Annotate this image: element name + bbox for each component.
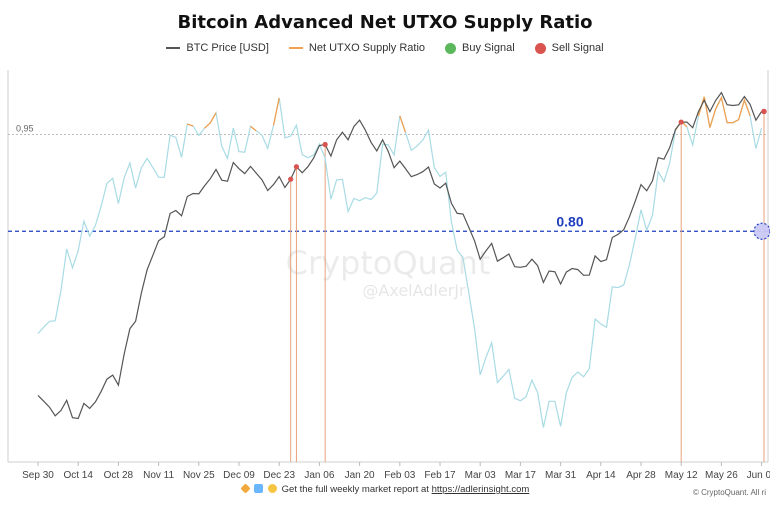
- sell-signal-dot-2: [322, 141, 328, 148]
- net-utxo-high-segment-4: [399, 115, 407, 133]
- net-utxo-high-segment-2: [250, 125, 257, 132]
- gem-icon: [254, 484, 264, 493]
- x-tick-label-5: Dec 09: [223, 470, 255, 481]
- legend-item-net-utxo[interactable]: Net UTXO Supply Ratio: [288, 42, 426, 54]
- x-tick-label-11: Mar 03: [465, 470, 497, 481]
- x-tick-label-9: Feb 03: [384, 470, 416, 481]
- sell-signal-swatch: [534, 42, 546, 54]
- x-tick-label-18: Jun 09: [747, 470, 770, 481]
- footer-link[interactable]: https://adlerinsight.com: [431, 484, 530, 495]
- sell-signal-dot-3: [678, 119, 684, 125]
- x-tick-label-3: Nov 11: [143, 470, 174, 481]
- x-tick-label-1: Oct 14: [63, 470, 93, 481]
- x-tick-label-13: Mar 31: [545, 470, 577, 481]
- hands-icon: [268, 484, 277, 493]
- threshold-label: 0.80: [556, 213, 583, 229]
- legend-label-sell-signal: Sell Signal: [551, 42, 604, 54]
- net-utxo-high-segment-6: [697, 95, 751, 128]
- net-utxo-high-segment-1: [204, 112, 217, 129]
- sell-signal-dot-8: [761, 108, 767, 115]
- chart-legend: BTC Price [USD] Net UTXO Supply Ratio Bu…: [0, 42, 770, 54]
- watermark-brand: CryptoQuant: [286, 244, 491, 282]
- chart-title: Bitcoin Advanced Net UTXO Supply Ratio: [177, 12, 593, 33]
- footer-text: Get the full weekly market report at: [281, 484, 429, 495]
- btc-price-line: [37, 91, 763, 420]
- legend-label-btc-price: BTC Price [USD]: [186, 42, 269, 54]
- x-tick-label-16: May 12: [665, 470, 698, 481]
- watermark-author: @AxelAdlerJr: [362, 281, 466, 300]
- x-tick-label-10: Feb 17: [424, 470, 456, 481]
- legend-label-net-utxo: Net UTXO Supply Ratio: [308, 42, 426, 54]
- sell-signal-dot-0: [288, 176, 294, 182]
- x-tick-label-4: Nov 25: [183, 470, 215, 481]
- reference-label: 0,95: [16, 124, 34, 134]
- net-utxo-high-segment-0: [187, 123, 194, 127]
- legend-label-buy-signal: Buy Signal: [462, 42, 515, 54]
- net-utxo-swatch: [288, 47, 303, 49]
- x-tick-label-12: Mar 17: [505, 470, 537, 481]
- threshold-cross-marker-1: [753, 222, 770, 240]
- x-tick-label-0: Sep 30: [22, 470, 54, 481]
- x-tick-label-7: Jan 06: [304, 470, 334, 481]
- x-tick-label-15: Apr 28: [626, 470, 656, 481]
- x-tick-label-17: May 26: [705, 470, 738, 481]
- legend-item-btc-price[interactable]: BTC Price [USD]: [166, 42, 269, 54]
- x-tick-label-2: Oct 28: [104, 470, 134, 481]
- legend-item-sell-signal[interactable]: Sell Signal: [534, 42, 604, 54]
- footer-note: Get the full weekly market report at htt…: [0, 483, 770, 495]
- btc-price-swatch: [166, 47, 181, 49]
- diamond-icon: [240, 483, 251, 494]
- legend-item-buy-signal[interactable]: Buy Signal: [445, 42, 515, 54]
- buy-signal-swatch: [445, 42, 457, 54]
- copyright-text: © CryptoQuant. All ri: [692, 488, 766, 497]
- x-tick-label-14: Apr 14: [586, 470, 616, 481]
- sell-signal-dot-1: [293, 164, 300, 170]
- x-tick-label-6: Dec 23: [263, 470, 295, 481]
- x-tick-label-8: Jan 20: [345, 470, 375, 481]
- net-utxo-high-segment-3: [272, 97, 280, 126]
